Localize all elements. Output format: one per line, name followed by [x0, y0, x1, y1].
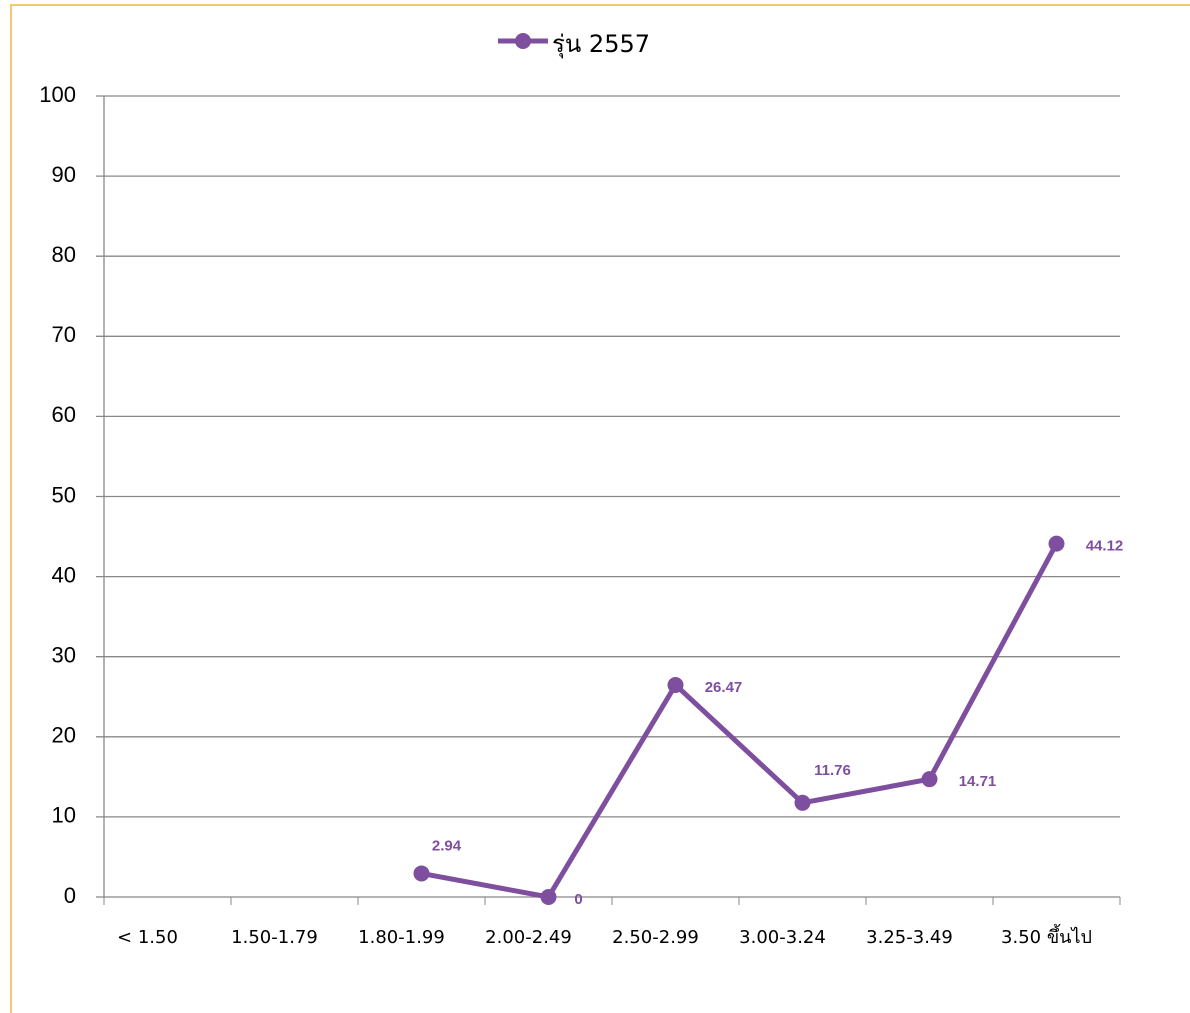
- data-label: 44.12: [1086, 538, 1124, 555]
- x-tick-label: 1.50-1.79: [231, 927, 318, 948]
- data-label: 14.71: [959, 773, 997, 790]
- data-point: [413, 865, 430, 882]
- y-tick-label: 20: [52, 723, 76, 748]
- legend-marker: [515, 33, 531, 49]
- data-label: 11.76: [814, 762, 851, 779]
- data-label: 2.94: [432, 837, 462, 854]
- data-label: 26.47: [705, 679, 743, 696]
- data-point: [540, 889, 557, 905]
- data-label: 0: [574, 891, 582, 908]
- data-point: [921, 771, 938, 788]
- x-tick-label: 2.00-2.49: [485, 927, 572, 948]
- x-tick-label: 3.00-3.24: [739, 927, 826, 948]
- x-tick-label: 1.80-1.99: [358, 927, 445, 948]
- y-tick-label: 50: [52, 482, 76, 507]
- y-tick-label: 80: [52, 242, 76, 267]
- x-tick-label: < 1.50: [117, 927, 178, 948]
- x-tick-label: 2.50-2.99: [612, 927, 699, 948]
- data-point: [1048, 535, 1065, 552]
- x-tick-label: 3.25-3.49: [866, 927, 953, 948]
- y-tick-label: 30: [52, 643, 76, 668]
- x-tick-label: 3.50 ขึ้นไป: [1001, 924, 1092, 948]
- data-point: [794, 794, 811, 811]
- y-tick-label: 90: [52, 162, 76, 187]
- y-tick-label: 40: [52, 562, 76, 587]
- legend-label: รุ่น 2557: [552, 30, 650, 59]
- y-tick-label: 0: [64, 883, 76, 908]
- chart-frame: [10, 4, 1190, 1013]
- y-tick-label: 70: [52, 322, 76, 347]
- y-tick-label: 60: [52, 402, 76, 427]
- data-point: [667, 676, 684, 693]
- y-tick-label: 100: [39, 82, 76, 107]
- y-tick-label: 10: [52, 803, 76, 828]
- series-line: [421, 542, 1059, 900]
